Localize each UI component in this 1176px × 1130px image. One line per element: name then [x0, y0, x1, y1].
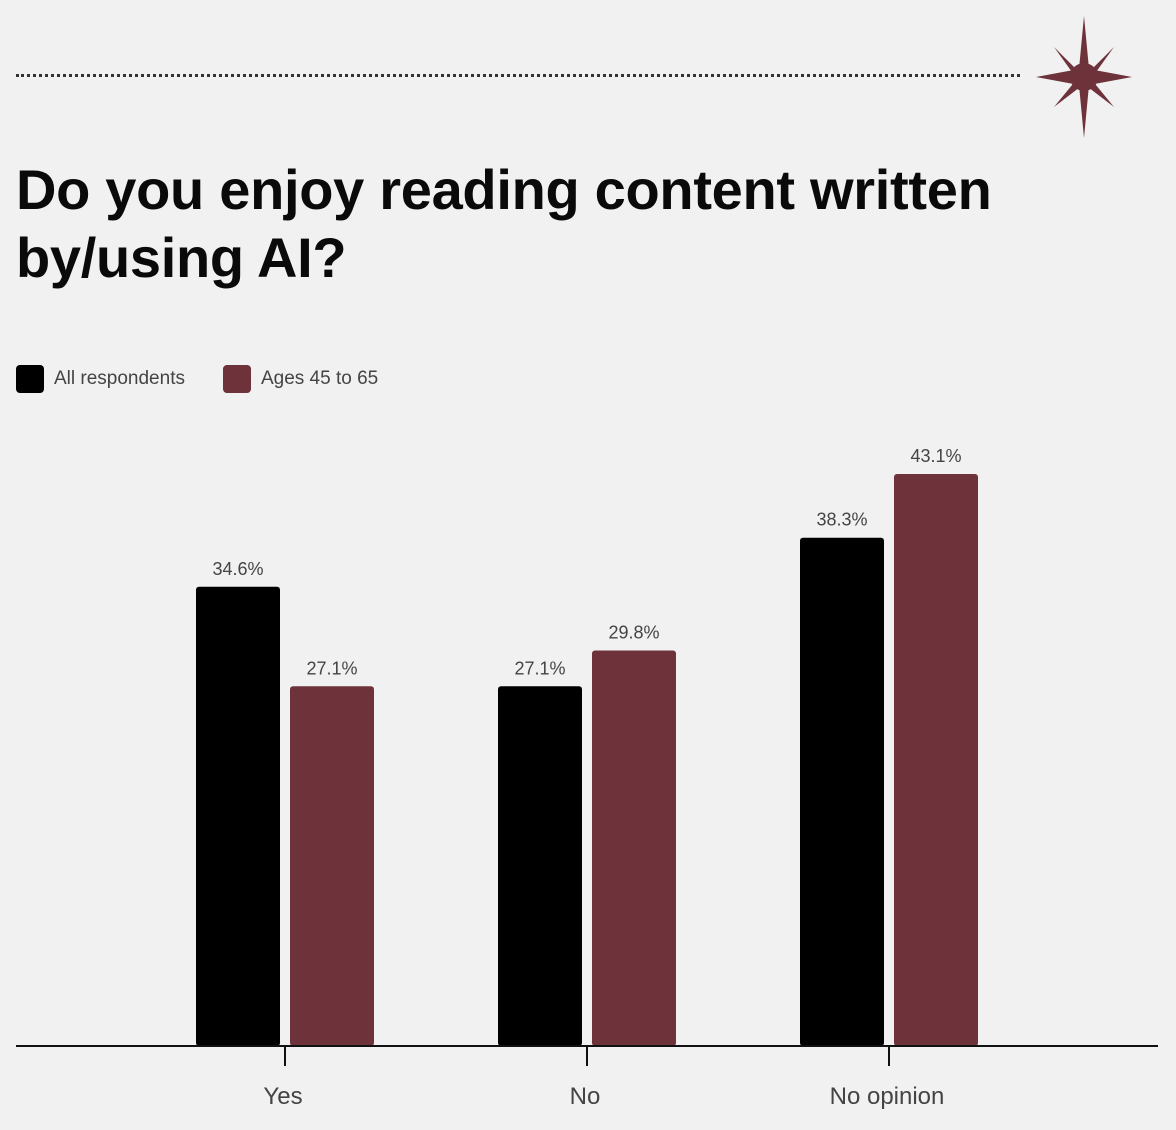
data-label: 43.1% [910, 446, 961, 466]
data-label: 34.6% [212, 559, 263, 579]
x-tick-label: No opinion [830, 1083, 945, 1110]
bar-chart: 34.6% 27.1% Yes 27.1% 29.8% No 38.3% 43.1% No op… [16, 446, 1158, 1110]
bar-yes-series-1 [196, 586, 280, 1046]
data-label: 29.8% [608, 623, 659, 643]
chart-legend: All respondents Ages 45 to 65 [16, 364, 416, 394]
page-title: Do you enjoy reading content written by/… [16, 158, 992, 289]
bar-no-opinion-series-1 [800, 537, 884, 1046]
legend-item-ages-45-65: Ages 45 to 65 [222, 365, 379, 393]
x-tick-label: Yes [263, 1083, 302, 1110]
x-tick-label: No [570, 1083, 601, 1110]
legend-label-ages-45-65: Ages 45 to 65 [260, 368, 379, 389]
legend-swatch-ages-45-65 [222, 365, 251, 393]
dotted-divider [16, 74, 1020, 77]
legend-label-all-respondents: All respondents [54, 368, 185, 389]
data-label: 27.1% [514, 658, 565, 678]
legend-swatch-all-respondents [16, 365, 44, 393]
data-label: 27.1% [306, 658, 357, 678]
legend-item-all-respondents: All respondents [16, 365, 185, 393]
bar-no-series-2 [592, 650, 676, 1046]
sparkle-star-icon [1036, 16, 1132, 138]
bar-no-series-1 [498, 686, 582, 1046]
data-label: 38.3% [816, 510, 867, 530]
bar-no-opinion-series-2 [894, 474, 978, 1046]
bar-yes-series-2 [290, 686, 374, 1046]
